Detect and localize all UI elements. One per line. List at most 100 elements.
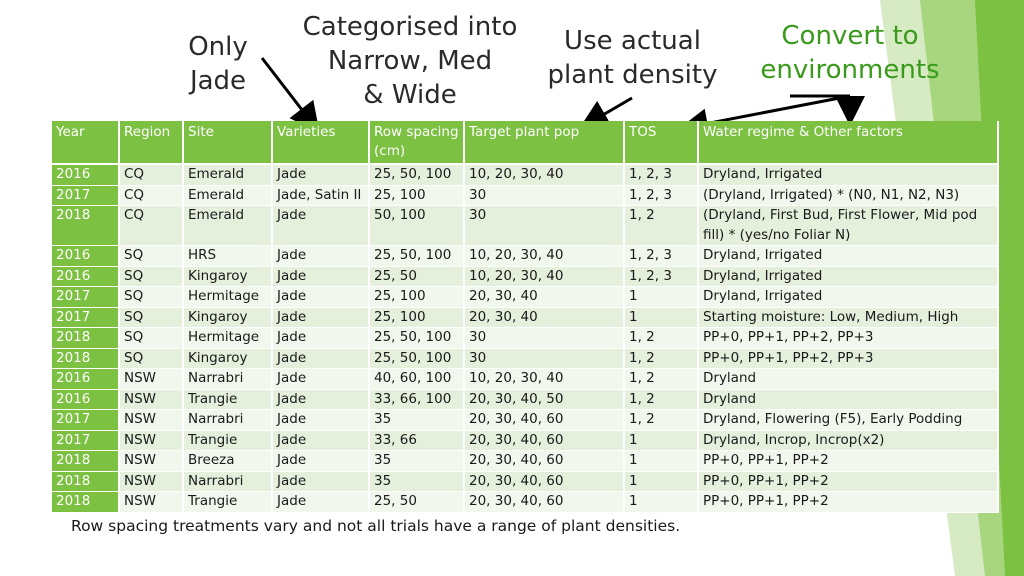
cell-row-spacing: 40, 60, 100 bbox=[369, 368, 465, 390]
cell-region: CQ bbox=[119, 164, 184, 186]
cell-row-spacing: 35 bbox=[369, 409, 465, 431]
cell-site: Narrabri bbox=[183, 471, 273, 492]
cell-target-plant-pop: 10, 20, 30, 40 bbox=[464, 368, 625, 390]
table-row: 2017 NSW Trangie Jade 33, 66 20, 30, 40, 60 1 D… bbox=[52, 430, 999, 451]
cell-tos: 1, 2 bbox=[624, 327, 699, 349]
cell-tos: 1, 2 bbox=[624, 348, 699, 369]
cell-water-regime: Dryland bbox=[698, 389, 999, 410]
cell-tos: 1 bbox=[624, 491, 699, 513]
cell-year: 2016 bbox=[52, 245, 120, 267]
cell-site: Narrabri bbox=[183, 368, 273, 390]
cell-target-plant-pop: 10, 20, 30, 40 bbox=[464, 164, 625, 186]
cell-varieties: Jade bbox=[272, 164, 370, 186]
cell-year: 2018 bbox=[52, 205, 120, 246]
cell-varieties: Jade bbox=[272, 286, 370, 308]
cell-row-spacing: 25, 100 bbox=[369, 307, 465, 328]
cell-region: NSW bbox=[119, 450, 184, 472]
cell-target-plant-pop: 20, 30, 40, 60 bbox=[464, 409, 625, 431]
cell-site: Trangie bbox=[183, 389, 273, 410]
cell-target-plant-pop: 30 bbox=[464, 348, 625, 369]
cell-target-plant-pop: 30 bbox=[464, 205, 625, 246]
cell-row-spacing: 33, 66, 100 bbox=[369, 389, 465, 410]
cell-varieties: Jade bbox=[272, 491, 370, 513]
cell-row-spacing: 25, 50, 100 bbox=[369, 164, 465, 186]
cell-target-plant-pop: 20, 30, 40, 50 bbox=[464, 389, 625, 410]
cell-region: NSW bbox=[119, 430, 184, 451]
cell-target-plant-pop: 10, 20, 30, 40 bbox=[464, 245, 625, 267]
cell-tos: 1 bbox=[624, 450, 699, 472]
cell-water-regime: PP+0, PP+1, PP+2 bbox=[698, 471, 999, 492]
cell-varieties: Jade bbox=[272, 409, 370, 431]
cell-region: CQ bbox=[119, 185, 184, 206]
cell-site: Kingaroy bbox=[183, 348, 273, 369]
cell-region: SQ bbox=[119, 286, 184, 308]
cell-region: SQ bbox=[119, 307, 184, 328]
cell-tos: 1, 2, 3 bbox=[624, 245, 699, 267]
cell-site: Hermitage bbox=[183, 327, 273, 349]
cell-region: SQ bbox=[119, 245, 184, 267]
cell-year: 2018 bbox=[52, 327, 120, 349]
cell-varieties: Jade bbox=[272, 471, 370, 492]
cell-year: 2018 bbox=[52, 491, 120, 513]
cell-target-plant-pop: 10, 20, 30, 40 bbox=[464, 266, 625, 287]
table-row: 2016 CQ Emerald Jade 25, 50, 100 10, 20, 30, … bbox=[52, 164, 999, 186]
cell-tos: 1, 2, 3 bbox=[624, 185, 699, 206]
table-row: 2018 SQ Hermitage Jade 25, 50, 100 30 1, 2 PP+0… bbox=[52, 327, 999, 349]
cell-year: 2018 bbox=[52, 471, 120, 492]
cell-water-regime: Dryland, Incrop, Incrop(x2) bbox=[698, 430, 999, 451]
annotation-plant-density: Use actual plant density bbox=[547, 26, 718, 90]
table-row: 2016 NSW Narrabri Jade 40, 60, 100 10, 20, 30… bbox=[52, 368, 999, 390]
cell-water-regime: Dryland bbox=[698, 368, 999, 390]
cell-year: 2016 bbox=[52, 164, 120, 186]
table-row: 2018 NSW Narrabri Jade 35 20, 30, 40, 60 1 PP+0… bbox=[52, 471, 999, 492]
cell-varieties: Jade bbox=[272, 450, 370, 472]
cell-tos: 1, 2 bbox=[624, 409, 699, 431]
cell-varieties: Jade bbox=[272, 430, 370, 451]
cell-varieties: Jade bbox=[272, 348, 370, 369]
cell-region: NSW bbox=[119, 368, 184, 390]
table-row: 2017 SQ Hermitage Jade 25, 100 20, 30, 40 1 Dry… bbox=[52, 286, 999, 308]
cell-row-spacing: 25, 50, 100 bbox=[369, 348, 465, 369]
cell-target-plant-pop: 30 bbox=[464, 327, 625, 349]
cell-water-regime: Dryland, Flowering (F5), Early Podding bbox=[698, 409, 999, 431]
cell-tos: 1 bbox=[624, 430, 699, 451]
cell-site: Emerald bbox=[183, 185, 273, 206]
cell-region: NSW bbox=[119, 491, 184, 513]
cell-year: 2017 bbox=[52, 409, 120, 431]
cell-row-spacing: 25, 50, 100 bbox=[369, 245, 465, 267]
table-row: 2018 SQ Kingaroy Jade 25, 50, 100 30 1, 2 PP+0,… bbox=[52, 348, 999, 369]
table-row: 2018 CQ Emerald Jade 50, 100 30 1, 2 (Dryland, … bbox=[52, 205, 999, 246]
cell-row-spacing: 35 bbox=[369, 450, 465, 472]
cell-tos: 1, 2, 3 bbox=[624, 266, 699, 287]
cell-site: Hermitage bbox=[183, 286, 273, 308]
cell-region: NSW bbox=[119, 389, 184, 410]
cell-water-regime: PP+0, PP+1, PP+2 bbox=[698, 450, 999, 472]
cell-target-plant-pop: 20, 30, 40, 60 bbox=[464, 450, 625, 472]
cell-target-plant-pop: 20, 30, 40 bbox=[464, 286, 625, 308]
cell-varieties: Jade, Satin II bbox=[272, 185, 370, 206]
cell-target-plant-pop: 20, 30, 40, 60 bbox=[464, 430, 625, 451]
cell-region: CQ bbox=[119, 205, 184, 246]
cell-varieties: Jade bbox=[272, 307, 370, 328]
table-row: 2018 NSW Breeza Jade 35 20, 30, 40, 60 1 PP+0, … bbox=[52, 450, 999, 472]
cell-target-plant-pop: 30 bbox=[464, 185, 625, 206]
cell-water-regime: Dryland, Irrigated bbox=[698, 286, 999, 308]
cell-varieties: Jade bbox=[272, 368, 370, 390]
annotation-only-jade: Only Jade bbox=[188, 32, 248, 96]
cell-year: 2017 bbox=[52, 286, 120, 308]
header-site: Site bbox=[183, 121, 273, 164]
cell-row-spacing: 25, 100 bbox=[369, 286, 465, 308]
cell-row-spacing: 25, 50 bbox=[369, 491, 465, 513]
cell-site: Kingaroy bbox=[183, 266, 273, 287]
cell-target-plant-pop: 20, 30, 40, 60 bbox=[464, 471, 625, 492]
cell-water-regime: Dryland, Irrigated bbox=[698, 164, 999, 186]
cell-tos: 1, 2 bbox=[624, 205, 699, 246]
cell-water-regime: Dryland, Irrigated bbox=[698, 245, 999, 267]
cell-row-spacing: 33, 66 bbox=[369, 430, 465, 451]
cell-tos: 1, 2 bbox=[624, 389, 699, 410]
cell-water-regime: Dryland, Irrigated bbox=[698, 266, 999, 287]
header-year: Year bbox=[52, 121, 120, 164]
cell-site: HRS bbox=[183, 245, 273, 267]
cell-varieties: Jade bbox=[272, 205, 370, 246]
